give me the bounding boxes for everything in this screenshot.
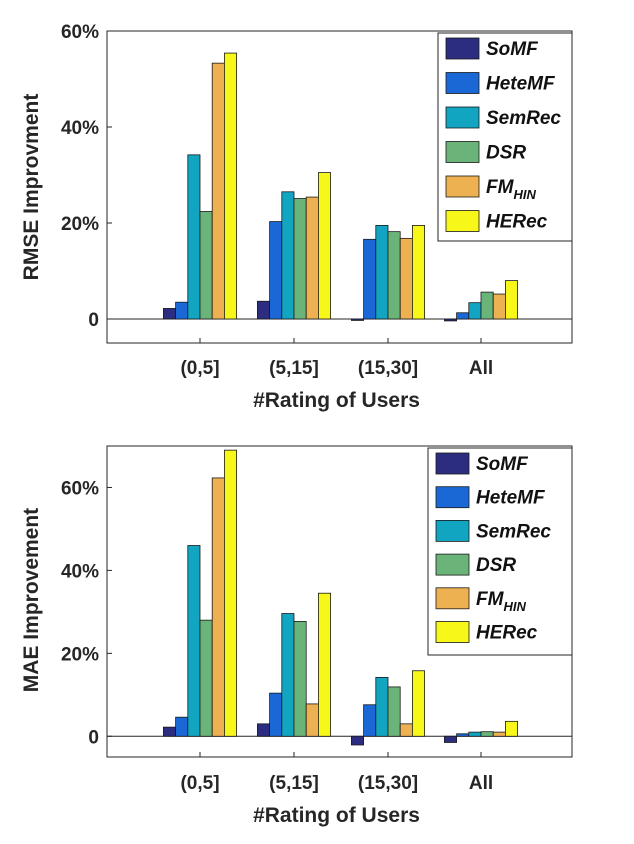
bar-fm-0 bbox=[211, 477, 225, 737]
bar-semrec-1 bbox=[281, 613, 295, 737]
y-tick-label: 20% bbox=[61, 214, 99, 235]
bar-somf-3 bbox=[443, 318, 457, 322]
bar-fm-2 bbox=[399, 723, 413, 737]
bar-herec-2 bbox=[411, 670, 425, 737]
bar-herec-0 bbox=[223, 449, 237, 737]
bar-herec-3 bbox=[504, 720, 518, 737]
legend-swatch-hetemf bbox=[435, 486, 470, 509]
bar-dsr-3 bbox=[480, 731, 494, 737]
x-tick-label: (5,15] bbox=[269, 358, 319, 379]
rmse-chart: 0 20% 40% 60% (0,5] (5,15] (15,30] All RMSE Impr… bbox=[20, 22, 573, 412]
x-tick-label: (15,30] bbox=[358, 358, 418, 379]
legend-swatch-herec bbox=[435, 621, 470, 643]
legend-swatch-somf bbox=[445, 37, 480, 60]
bar-semrec-1 bbox=[281, 191, 295, 320]
legend-swatch-fm bbox=[435, 587, 470, 610]
y-tick-label: 0 bbox=[88, 727, 99, 748]
mae-chart: 0 20% 40% 60% (0,5] (5,15] (15,30] All MAE Impro… bbox=[20, 445, 573, 827]
bar-fm-1 bbox=[305, 196, 319, 320]
bar-hetemf-1 bbox=[269, 692, 283, 737]
x-tick-label: All bbox=[469, 358, 493, 379]
legend-swatch-semrec bbox=[445, 106, 480, 129]
x-tick-label: All bbox=[469, 773, 493, 794]
bar-fm-0 bbox=[211, 62, 225, 320]
y-tick-label: 0 bbox=[88, 310, 99, 331]
bar-dsr-2 bbox=[387, 686, 401, 737]
bar-fm-3 bbox=[492, 293, 506, 320]
x-tick-label: (0,5] bbox=[180, 358, 219, 379]
bar-hetemf-0 bbox=[175, 716, 189, 737]
bar-fm-3 bbox=[492, 731, 506, 737]
bar-somf-1 bbox=[256, 723, 270, 737]
x-tick-label: (0,5] bbox=[180, 773, 219, 794]
bar-dsr-0 bbox=[199, 211, 213, 320]
bar-dsr-1 bbox=[293, 621, 307, 737]
bar-somf-1 bbox=[256, 300, 270, 320]
bar-somf-0 bbox=[162, 726, 176, 737]
bar-hetemf-3 bbox=[456, 733, 470, 737]
legend-swatch-hetemf bbox=[445, 72, 480, 94]
bar-somf-2 bbox=[350, 318, 364, 321]
legend-label-herec: HERec bbox=[476, 623, 538, 644]
legend-label-hetemf: HeteMF bbox=[476, 488, 546, 509]
legend-swatch-dsr bbox=[445, 141, 480, 163]
bar-semrec-2 bbox=[375, 224, 389, 320]
bar-hetemf-3 bbox=[456, 312, 470, 320]
legend-swatch-fm bbox=[445, 175, 480, 198]
legend-label-semrec: SemRec bbox=[486, 108, 561, 129]
bar-fm-1 bbox=[305, 703, 319, 737]
y-tick-label: 40% bbox=[61, 118, 99, 139]
bar-somf-0 bbox=[162, 308, 176, 320]
bar-somf-3 bbox=[443, 735, 457, 743]
legend-label-semrec: SemRec bbox=[476, 521, 551, 542]
legend-swatch-semrec bbox=[435, 520, 470, 542]
legend-label-hetemf: HeteMF bbox=[486, 74, 556, 95]
bar-hetemf-2 bbox=[363, 238, 377, 320]
bar-fm-2 bbox=[399, 237, 413, 320]
bar-dsr-0 bbox=[199, 619, 213, 737]
bar-herec-1 bbox=[317, 592, 331, 737]
bar-herec-0 bbox=[223, 52, 237, 320]
bar-dsr-3 bbox=[480, 291, 494, 320]
x-axis-label: #Rating of Users bbox=[253, 804, 420, 827]
legend-swatch-somf bbox=[435, 452, 470, 475]
legend-label-herec: HERec bbox=[486, 212, 548, 233]
legend-subscript: HIN bbox=[503, 599, 526, 614]
bar-herec-3 bbox=[504, 280, 518, 320]
y-tick-label: 20% bbox=[61, 644, 99, 665]
bar-herec-1 bbox=[317, 172, 331, 320]
bar-hetemf-1 bbox=[269, 221, 283, 320]
y-tick-label: 40% bbox=[61, 561, 99, 582]
legend-label-dsr: DSR bbox=[476, 555, 516, 576]
legend-label-somf: SoMF bbox=[476, 454, 529, 475]
bar-somf-2 bbox=[350, 735, 364, 746]
legend-swatch-herec bbox=[445, 210, 480, 232]
bar-hetemf-2 bbox=[363, 704, 377, 737]
legend-box bbox=[427, 447, 573, 656]
legend-label-dsr: DSR bbox=[486, 143, 526, 164]
legend-box bbox=[437, 32, 573, 242]
bar-semrec-2 bbox=[375, 676, 389, 737]
bar-hetemf-0 bbox=[175, 301, 189, 320]
legend-label-somf: SoMF bbox=[486, 39, 539, 60]
bar-semrec-3 bbox=[468, 731, 482, 737]
x-tick-label: (5,15] bbox=[269, 773, 319, 794]
y-tick-label: 60% bbox=[61, 22, 99, 43]
bar-semrec-3 bbox=[468, 302, 482, 320]
bar-dsr-1 bbox=[293, 198, 307, 320]
bar-semrec-0 bbox=[187, 154, 201, 320]
y-axis-label: MAE Improvement bbox=[20, 508, 43, 692]
legend-swatch-dsr bbox=[435, 553, 470, 576]
x-axis-label: #Rating of Users bbox=[253, 389, 420, 412]
legend-subscript: HIN bbox=[513, 187, 536, 202]
bar-dsr-2 bbox=[387, 231, 401, 320]
bar-herec-2 bbox=[411, 224, 425, 320]
y-axis-label: RMSE Improvment bbox=[20, 94, 43, 281]
y-tick-label: 60% bbox=[61, 478, 99, 499]
x-tick-label: (15,30] bbox=[358, 773, 418, 794]
bar-semrec-0 bbox=[187, 545, 201, 737]
